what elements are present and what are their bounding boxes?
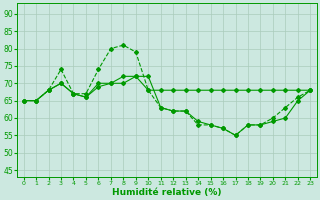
X-axis label: Humidité relative (%): Humidité relative (%)	[112, 188, 222, 197]
